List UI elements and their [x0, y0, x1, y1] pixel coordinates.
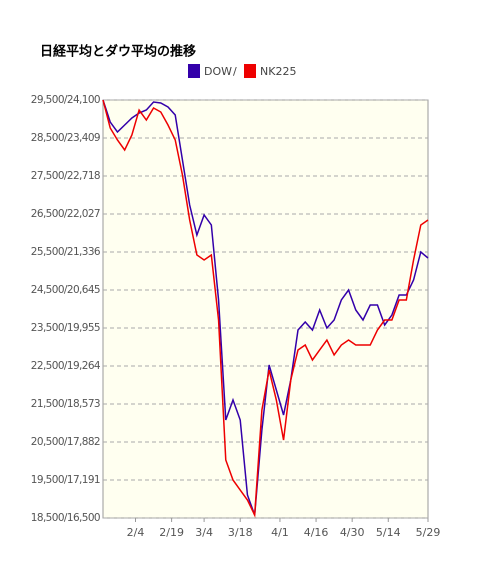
y-tick-label: 24,500/20,645	[31, 284, 100, 296]
legend-separator: /	[233, 65, 237, 78]
x-tick-label: 2/19	[159, 526, 184, 539]
legend-swatch	[188, 64, 200, 78]
y-tick-label: 28,500/23,409	[31, 132, 100, 144]
y-tick-label: 19,500/17,191	[31, 474, 100, 486]
x-tick-label: 5/14	[376, 526, 401, 539]
x-tick-label: 4/30	[340, 526, 365, 539]
y-tick-label: 29,500/24,100	[31, 94, 100, 106]
y-tick-label: 27,500/22,718	[31, 170, 100, 182]
x-tick-label: 5/29	[416, 526, 441, 539]
legend-label: NK225	[260, 65, 296, 78]
x-tick-label: 3/4	[195, 526, 213, 539]
x-tick-label: 4/16	[304, 526, 329, 539]
plot-area	[102, 99, 429, 519]
y-tick-label: 21,500/18,573	[31, 398, 100, 410]
y-tick-label: 26,500/22,027	[31, 208, 100, 220]
y-tick-label: 23,500/19,955	[31, 322, 100, 334]
y-tick-label: 25,500/21,336	[31, 246, 101, 258]
legend-swatch	[244, 64, 256, 78]
series-line	[102, 99, 429, 518]
legend-label: DOW	[204, 65, 232, 78]
chart-title: 日経平均とダウ平均の推移	[40, 44, 196, 60]
x-tick-label: 3/18	[228, 526, 253, 539]
series-line	[102, 99, 429, 516]
y-tick-label: 18,500/16,500	[31, 512, 100, 524]
x-tick-label: 4/1	[271, 526, 289, 539]
x-tick-label: 2/4	[127, 526, 145, 539]
y-tick-label: 22,500/19,264	[31, 360, 101, 372]
y-tick-label: 20,500/17,882	[31, 436, 100, 448]
